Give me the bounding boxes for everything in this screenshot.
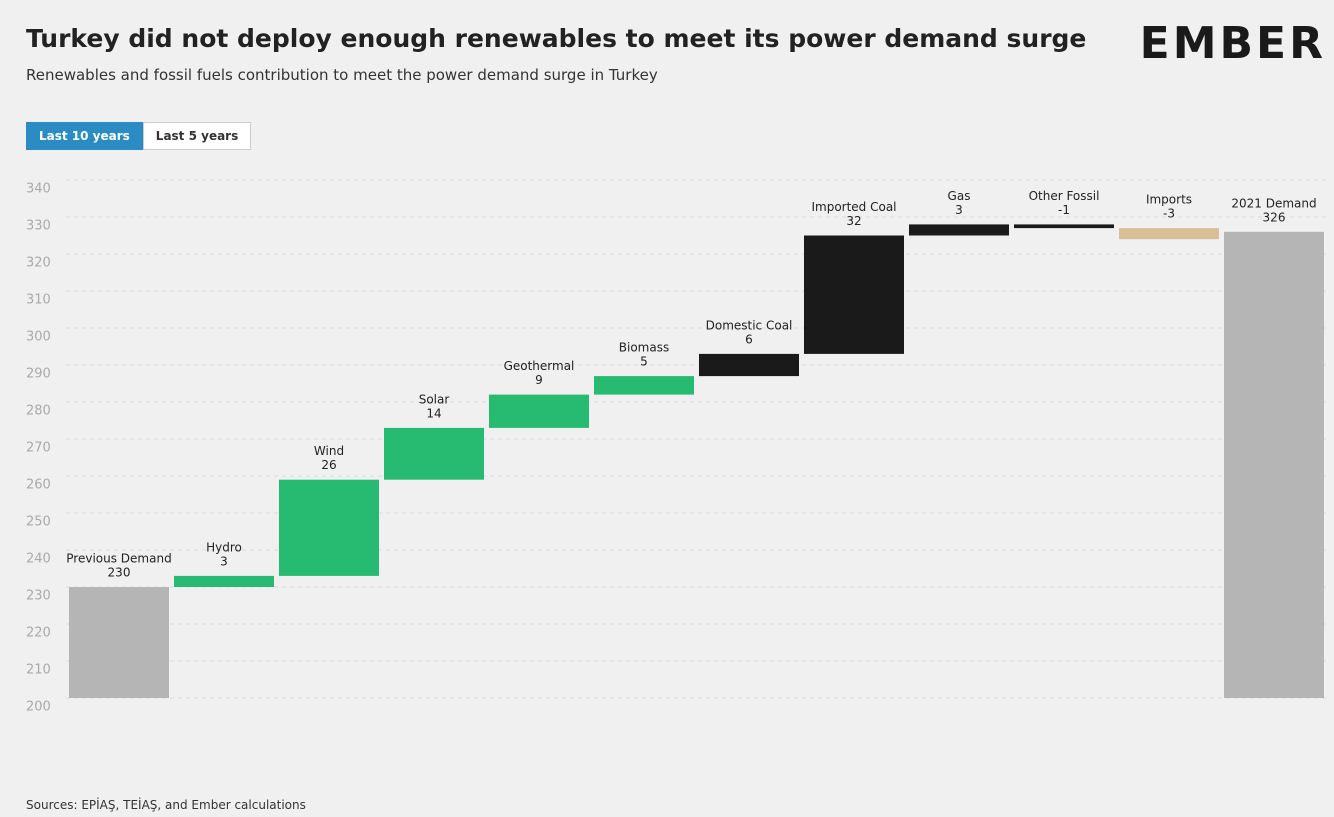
bar-value-label: 14 — [426, 406, 441, 420]
bar-value-label: 5 — [640, 355, 648, 369]
title: Turkey did not deploy enough renewables … — [26, 24, 1087, 53]
y-tick-label: 300 — [26, 330, 51, 345]
bar — [1119, 228, 1219, 240]
bar — [1224, 231, 1324, 699]
bar-value-label: 326 — [1263, 210, 1286, 224]
bar-value-label: 3 — [955, 203, 963, 217]
bar — [69, 587, 169, 698]
bar-value-label: 26 — [321, 458, 336, 472]
bar-value-label: 6 — [745, 332, 753, 346]
bar-name-label: Biomass — [619, 341, 669, 355]
source: Sources: EPİAŞ, TEİAŞ, and Ember calcula… — [26, 798, 306, 812]
bar — [174, 575, 274, 587]
bar-name-label: Solar — [419, 392, 450, 406]
bar — [279, 479, 379, 576]
bar-value-label: -3 — [1163, 207, 1175, 221]
y-tick-label: 210 — [26, 663, 51, 678]
bar-name-label: Geothermal — [504, 359, 575, 373]
range-button[interactable]: Last 10 years — [26, 122, 143, 150]
y-tick-label: 220 — [26, 626, 51, 641]
y-tick-label: 330 — [26, 219, 51, 234]
y-tick-label: 260 — [26, 478, 51, 493]
bar-name-label: Hydro — [206, 540, 242, 554]
y-tick-label: 230 — [26, 589, 51, 604]
bar-name-label: 2021 Demand — [1231, 196, 1316, 210]
bar-value-label: 3 — [220, 554, 228, 568]
y-tick-label: 250 — [26, 515, 51, 530]
y-tick-label: 270 — [26, 441, 51, 456]
bar-name-label: Other Fossil — [1029, 189, 1100, 203]
y-tick-label: 290 — [26, 367, 51, 382]
bar-name-label: Previous Demand — [66, 552, 171, 566]
bar — [804, 235, 904, 354]
bar-value-label: 32 — [846, 214, 861, 228]
y-tick-label: 340 — [26, 182, 51, 197]
bar — [1014, 224, 1114, 229]
logo: EMBER — [1139, 18, 1326, 69]
bar-value-label: 230 — [108, 566, 131, 580]
bar — [594, 376, 694, 395]
bar-name-label: Imports — [1146, 193, 1192, 207]
bar-name-label: Wind — [314, 444, 344, 458]
bar-name-label: Imported Coal — [811, 200, 896, 214]
bar — [699, 353, 799, 377]
subtitle: Renewables and fossil fuels contribution… — [26, 66, 658, 84]
bar — [384, 427, 484, 480]
range-button[interactable]: Last 5 years — [142, 122, 252, 150]
range-buttons: Last 10 years Last 5 years — [26, 122, 252, 150]
bar-value-label: -1 — [1058, 203, 1070, 217]
bar — [909, 224, 1009, 236]
y-tick-label: 200 — [26, 700, 51, 715]
bar-name-label: Gas — [948, 189, 971, 203]
y-tick-label: 310 — [26, 293, 51, 308]
bar-value-label: 9 — [535, 373, 543, 387]
y-tick-label: 280 — [26, 404, 51, 419]
bar — [489, 394, 589, 428]
y-tick-label: 320 — [26, 256, 51, 271]
bar-name-label: Domestic Coal — [706, 318, 793, 332]
y-tick-label: 240 — [26, 552, 51, 567]
